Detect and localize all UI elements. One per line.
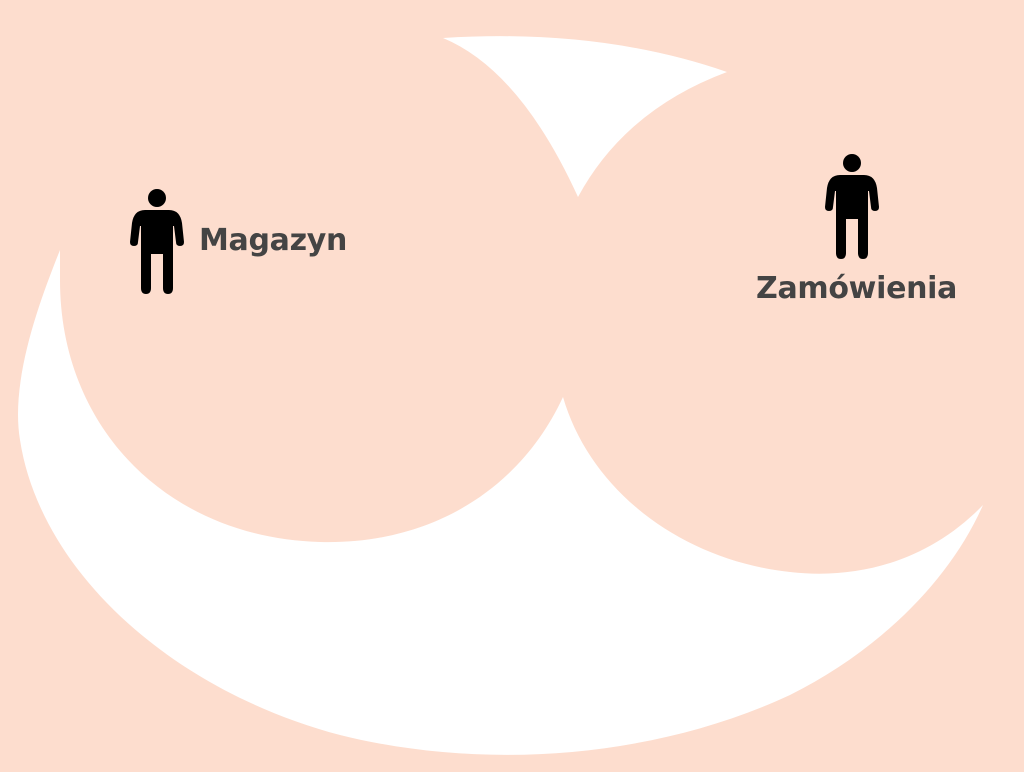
actor-zamowienia — [823, 153, 883, 263]
white-region — [443, 36, 727, 197]
white-crescent — [18, 250, 983, 755]
actor-label-zamowienia: Zamówienia — [756, 271, 958, 306]
person-icon — [825, 154, 879, 259]
actor-label-magazyn: Magazyn — [199, 223, 348, 258]
person-icon — [130, 189, 184, 294]
actor-magazyn — [128, 188, 188, 298]
